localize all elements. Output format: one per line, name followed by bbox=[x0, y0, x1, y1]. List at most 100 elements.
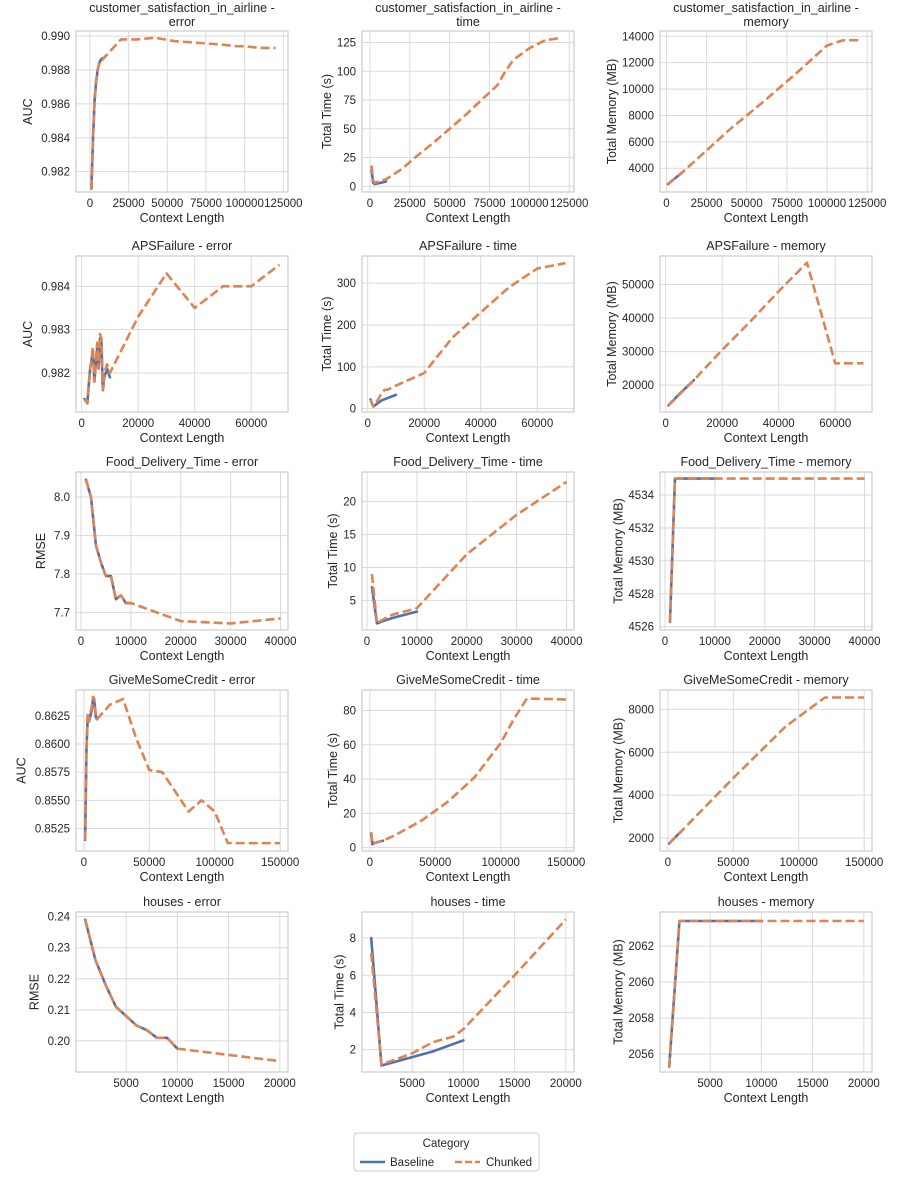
y-tick-label: 100 bbox=[337, 362, 356, 374]
x-tick-label: 100000 bbox=[482, 857, 520, 869]
series-chunked bbox=[668, 696, 865, 845]
y-tick-label: 0.8600 bbox=[35, 739, 70, 751]
x-tick-label: 20000 bbox=[264, 1078, 296, 1090]
y-tick-label: 7.8 bbox=[54, 569, 70, 581]
series-baseline bbox=[369, 936, 465, 1067]
x-tick-label: 0 bbox=[662, 636, 668, 648]
subplot-7: 0 10000 20000 30000 40000 7.7 7.8 7.9 8.0 Context… bbox=[34, 455, 297, 663]
y-tick-label: 6000 bbox=[628, 137, 654, 149]
x-tick-label: 0 bbox=[367, 857, 373, 869]
x-axis-label: Context Length bbox=[426, 870, 511, 884]
subplot-title: Food_Delivery_Time - time bbox=[393, 455, 543, 469]
x-tick-label: 25000 bbox=[394, 198, 426, 210]
subplot-title: GiveMeSomeCredit - time bbox=[396, 673, 540, 687]
series-baseline bbox=[369, 393, 398, 408]
subplot-title: GiveMeSomeCredit - error bbox=[109, 673, 256, 687]
y-tick-label: 10 bbox=[343, 562, 356, 574]
x-tick-label: 20000 bbox=[451, 636, 483, 648]
x-tick-label: 50000 bbox=[731, 198, 763, 210]
y-tick-label: 40 bbox=[343, 774, 356, 786]
y-axis-label: AUC bbox=[15, 757, 29, 783]
y-tick-label: 14000 bbox=[622, 31, 654, 43]
y-tick-label: 4000 bbox=[628, 163, 654, 175]
y-tick-label: 75 bbox=[343, 95, 356, 107]
y-tick-label: 0.8575 bbox=[35, 767, 70, 779]
y-tick-label: 0 bbox=[350, 404, 356, 416]
y-tick-label: 2056 bbox=[628, 1049, 654, 1061]
y-axis-label: Total Time (s) bbox=[333, 954, 347, 1029]
subplot-3: 0 25000 50000 75000 100000 125000 4000 6000 8000… bbox=[605, 1, 886, 225]
y-tick-label: 0.21 bbox=[48, 1005, 70, 1017]
series-chunked bbox=[83, 695, 281, 845]
y-tick-label: 0.986 bbox=[41, 99, 70, 111]
x-tick-label: 0 bbox=[665, 857, 671, 869]
y-tick-label: 0.984 bbox=[41, 133, 70, 145]
series-baseline bbox=[83, 918, 179, 1050]
subplot-title: Food_Delivery_Time - memory bbox=[680, 455, 852, 469]
x-tick-label: 50000 bbox=[419, 857, 451, 869]
y-tick-label: 4532 bbox=[628, 523, 654, 535]
series-chunked bbox=[369, 697, 567, 846]
x-axis-label: Context Length bbox=[140, 870, 225, 884]
y-tick-label: 7.7 bbox=[54, 608, 70, 620]
x-tick-label: 0 bbox=[663, 198, 669, 210]
x-tick-label: 125000 bbox=[264, 198, 302, 210]
x-tick-label: 15000 bbox=[797, 1078, 829, 1090]
y-tick-label: 8.0 bbox=[54, 492, 70, 504]
subplot-title: GiveMeSomeCredit - memory bbox=[683, 673, 849, 687]
y-tick-label: 25 bbox=[343, 153, 356, 165]
subplot-10: 0 50000 100000 150000 0.8525 0.8550 0.8575 0.86… bbox=[15, 673, 300, 884]
x-tick-label: 0 bbox=[364, 418, 370, 430]
legend-label-chunked: Chunked bbox=[486, 1157, 532, 1169]
x-tick-label: 60000 bbox=[235, 418, 267, 430]
series-chunked bbox=[83, 263, 281, 405]
y-tick-label: 0.990 bbox=[41, 31, 70, 43]
x-tick-label: 20000 bbox=[408, 418, 440, 430]
y-tick-label: 12000 bbox=[622, 58, 654, 70]
x-tick-label: 10000 bbox=[161, 1078, 193, 1090]
plot-frame bbox=[659, 255, 873, 413]
x-tick-label: 20000 bbox=[122, 418, 154, 430]
x-tick-label: 0 bbox=[367, 198, 373, 210]
y-tick-label: 100 bbox=[337, 66, 356, 78]
y-axis-label: RMSE bbox=[34, 533, 48, 569]
y-axis-label: Total Memory (MB) bbox=[611, 939, 625, 1045]
x-tick-label: 20000 bbox=[550, 1078, 582, 1090]
x-tick-label: 10000 bbox=[401, 636, 433, 648]
plot-frame bbox=[75, 911, 289, 1073]
y-axis-label: Total Time (s) bbox=[320, 74, 334, 149]
plot-frame bbox=[659, 911, 873, 1073]
subplot-11: 0 50000 100000 150000 0 20 40 60 80 Context Lengt… bbox=[326, 673, 585, 884]
x-tick-label: 40000 bbox=[265, 636, 297, 648]
subplot-8: 0 10000 20000 30000 40000 5 10 15 20 Context Leng… bbox=[326, 455, 582, 663]
x-tick-label: 20000 bbox=[749, 636, 781, 648]
legend: Category Baseline Chunked bbox=[353, 1132, 540, 1172]
x-axis-label: Context Length bbox=[426, 649, 511, 663]
subplot-6: 0 20000 40000 60000 20000 30000 40000 50000 Cont… bbox=[605, 239, 873, 445]
x-tick-label: 10000 bbox=[699, 636, 731, 648]
x-tick-label: 10000 bbox=[447, 1078, 479, 1090]
x-tick-label: 40000 bbox=[551, 636, 583, 648]
x-tick-label: 10000 bbox=[115, 636, 147, 648]
y-tick-label: 4534 bbox=[628, 490, 654, 502]
x-tick-label: 25000 bbox=[691, 198, 723, 210]
y-tick-label: 8 bbox=[350, 933, 356, 945]
plot-frame bbox=[361, 689, 575, 852]
subplot-title: houses - memory bbox=[718, 895, 815, 909]
x-axis-label: Context Length bbox=[724, 211, 809, 225]
x-axis-label: Context Length bbox=[724, 1091, 809, 1105]
x-tick-label: 20000 bbox=[706, 418, 738, 430]
x-tick-label: 100000 bbox=[225, 198, 263, 210]
y-tick-label: 300 bbox=[337, 278, 356, 290]
subplot-13: 5000 10000 15000 20000 0.20 0.21 0.22 0.23 0.24 C… bbox=[27, 895, 295, 1105]
series-chunked bbox=[370, 480, 568, 625]
x-tick-label: 100000 bbox=[780, 857, 818, 869]
x-tick-label: 75000 bbox=[190, 198, 222, 210]
x-tick-label: 0 bbox=[78, 418, 84, 430]
x-tick-label: 50000 bbox=[434, 198, 466, 210]
y-tick-label: 0.988 bbox=[41, 65, 70, 77]
y-axis-label: RMSE bbox=[27, 974, 41, 1010]
subplot-12: 0 50000 100000 150000 2000 4000 6000 8000 Contex… bbox=[611, 673, 883, 884]
x-axis-label: Context Length bbox=[426, 211, 511, 225]
